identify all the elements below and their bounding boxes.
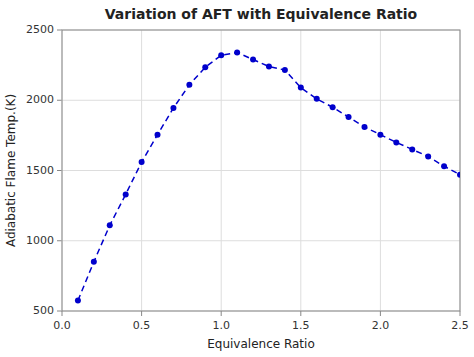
data-point xyxy=(393,139,399,145)
tick-label: 0.5 xyxy=(133,319,151,332)
grid-line xyxy=(62,100,460,101)
tick-label: 1.0 xyxy=(212,319,230,332)
plot-frame xyxy=(62,30,460,311)
tick-label: 0.0 xyxy=(53,319,71,332)
tick-mark xyxy=(57,30,62,31)
y-axis-label: Adiabatic Flame Temp.(K) xyxy=(4,94,18,247)
tick-mark xyxy=(57,100,62,101)
data-point xyxy=(123,191,129,197)
data-point xyxy=(75,297,81,303)
data-point xyxy=(346,114,352,120)
grid-line xyxy=(141,30,142,311)
plot-background xyxy=(62,30,460,311)
tick-mark xyxy=(57,240,62,241)
tick-label: 1000 xyxy=(26,234,54,247)
data-point xyxy=(377,132,383,138)
grid-line xyxy=(380,30,381,311)
data-line xyxy=(78,52,460,300)
tick-mark xyxy=(221,311,222,316)
data-point xyxy=(202,64,208,70)
data-point xyxy=(170,105,176,111)
grid-line xyxy=(62,170,460,171)
data-point xyxy=(107,222,113,228)
tick-mark xyxy=(380,311,381,316)
tick-label: 2.5 xyxy=(451,319,469,332)
tick-label: 2500 xyxy=(26,23,54,36)
chart: 500 1000 1500 2000 2500 0.0 0.5 1.0 1.5 2.0 2.5 Var… xyxy=(0,0,474,357)
tick-mark xyxy=(141,311,142,316)
data-point xyxy=(139,159,145,165)
tick-mark xyxy=(57,170,62,171)
data-point xyxy=(282,67,288,73)
data-point xyxy=(186,82,192,88)
tick-label: 1500 xyxy=(26,164,54,177)
data-point xyxy=(330,104,336,110)
tick-mark xyxy=(300,311,301,316)
chart-title: Variation of AFT with Equivalence Ratio xyxy=(105,6,418,22)
data-point xyxy=(457,172,460,178)
data-point xyxy=(298,85,304,91)
tick-mark xyxy=(460,311,461,316)
data-point xyxy=(155,132,161,138)
tick-label: 500 xyxy=(33,304,54,317)
data-point xyxy=(409,146,415,152)
tick-label: 2.0 xyxy=(372,319,390,332)
tick-label: 2000 xyxy=(26,93,54,106)
data-point xyxy=(266,64,272,70)
data-point xyxy=(361,124,367,130)
data-point xyxy=(250,57,256,63)
grid-line xyxy=(221,30,222,311)
grid-line xyxy=(300,30,301,311)
data-point xyxy=(425,153,431,159)
data-point xyxy=(234,49,240,55)
tick-mark xyxy=(62,311,63,316)
grid-line xyxy=(62,240,460,241)
series-group xyxy=(75,49,460,303)
x-axis-label: Equivalence Ratio xyxy=(207,337,315,351)
tick-label: 1.5 xyxy=(292,319,310,332)
data-point xyxy=(314,96,320,102)
data-point xyxy=(441,163,447,169)
tick-mark xyxy=(57,311,62,312)
data-point xyxy=(91,259,97,265)
data-point xyxy=(218,52,224,58)
